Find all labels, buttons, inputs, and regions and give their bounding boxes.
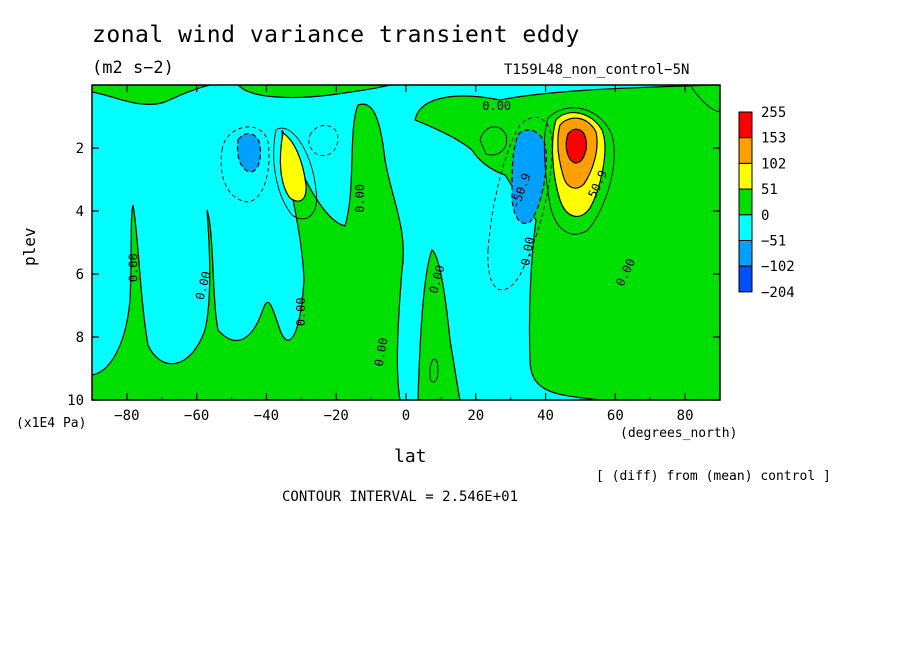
fill-green-top-left xyxy=(92,85,211,106)
x-tick-label: −20 xyxy=(324,408,349,424)
fill-yellow-south xyxy=(279,132,307,202)
y-tick-label: 8 xyxy=(76,330,84,346)
chart-units: (m2 s−2) xyxy=(92,58,174,78)
contour-pos-arctic xyxy=(689,85,720,113)
contour-neg-south xyxy=(220,126,270,203)
contour-label: 0.00 xyxy=(126,253,140,282)
contour-pos-north xyxy=(543,107,615,235)
contour-label: 0.00 xyxy=(294,297,308,326)
colorbar-label: 102 xyxy=(761,156,786,172)
x-tick-label: 40 xyxy=(537,408,554,424)
x-axis-unit: (degrees_north) xyxy=(620,426,738,441)
contour-fills xyxy=(92,85,720,400)
run-label: T159L48_non_control−5N xyxy=(504,62,690,78)
colorbar-label: 0 xyxy=(761,208,769,224)
contour-pos-top xyxy=(479,126,508,156)
fill-red-north xyxy=(565,128,587,164)
fill-blue-south xyxy=(236,133,262,173)
x-axis-label: lat xyxy=(394,446,427,467)
x-tick-label: −60 xyxy=(184,408,209,424)
x-tick-label: −40 xyxy=(254,408,279,424)
contour-pos-south xyxy=(273,127,318,220)
contour-label: 0.00 xyxy=(482,99,511,113)
axes: −80 −60 −40 −20 0 20 40 60 80 2 4 6 8 10 xyxy=(67,85,721,424)
colorbar-label: −204 xyxy=(761,285,795,301)
contour-neg-south-2 xyxy=(308,125,339,157)
x-tick-label: 60 xyxy=(607,408,624,424)
contour-pos-eq xyxy=(429,358,439,383)
fill-green-eq xyxy=(417,249,461,400)
y-tick-label: 6 xyxy=(76,267,84,283)
fill-green-south xyxy=(92,103,404,400)
colorbar-label: 51 xyxy=(761,182,778,198)
chart-title: zonal wind variance transient eddy xyxy=(92,22,580,48)
x-tick-label: 80 xyxy=(677,408,694,424)
x-tick-label: 0 xyxy=(402,408,410,424)
colorbar-label: 255 xyxy=(761,105,786,121)
contour-label: 0.00 xyxy=(372,337,391,368)
colorbar-label: 153 xyxy=(761,131,786,147)
colorbar-label: −51 xyxy=(761,234,786,250)
colorbar-swatch xyxy=(738,188,753,216)
colorbar-swatch xyxy=(738,265,753,293)
colorbar-swatch xyxy=(738,214,753,242)
colorbar-label: −102 xyxy=(761,259,795,275)
fill-blue-north xyxy=(511,129,547,224)
contour-label: 0.00 xyxy=(518,236,537,267)
contour-label: 0.00 xyxy=(353,184,367,213)
fill-green-top-mid xyxy=(237,85,391,99)
colorbar-swatch xyxy=(738,111,753,139)
y-axis-unit: (x1E4 Pa) xyxy=(16,416,87,431)
y-tick-label: 4 xyxy=(76,204,84,220)
colorbar-swatch xyxy=(738,162,753,190)
y-axis-label: plev xyxy=(20,227,39,266)
colorbar: 255 153 102 51 0 −51 −102 −204 xyxy=(738,105,795,301)
y-tick-label: 10 xyxy=(67,393,84,409)
contour-neg-north xyxy=(487,116,553,291)
diff-note: [ (diff) from (mean) control ] xyxy=(596,469,831,484)
fill-green-north xyxy=(414,85,720,400)
colorbar-swatch xyxy=(738,137,753,164)
colorbar-swatch xyxy=(738,240,753,267)
x-tick-label: 20 xyxy=(467,408,484,424)
x-tick-label: −80 xyxy=(114,408,139,424)
contour-interval-note: CONTOUR INTERVAL = 2.546E+01 xyxy=(282,489,519,505)
y-tick-label: 2 xyxy=(76,141,84,157)
